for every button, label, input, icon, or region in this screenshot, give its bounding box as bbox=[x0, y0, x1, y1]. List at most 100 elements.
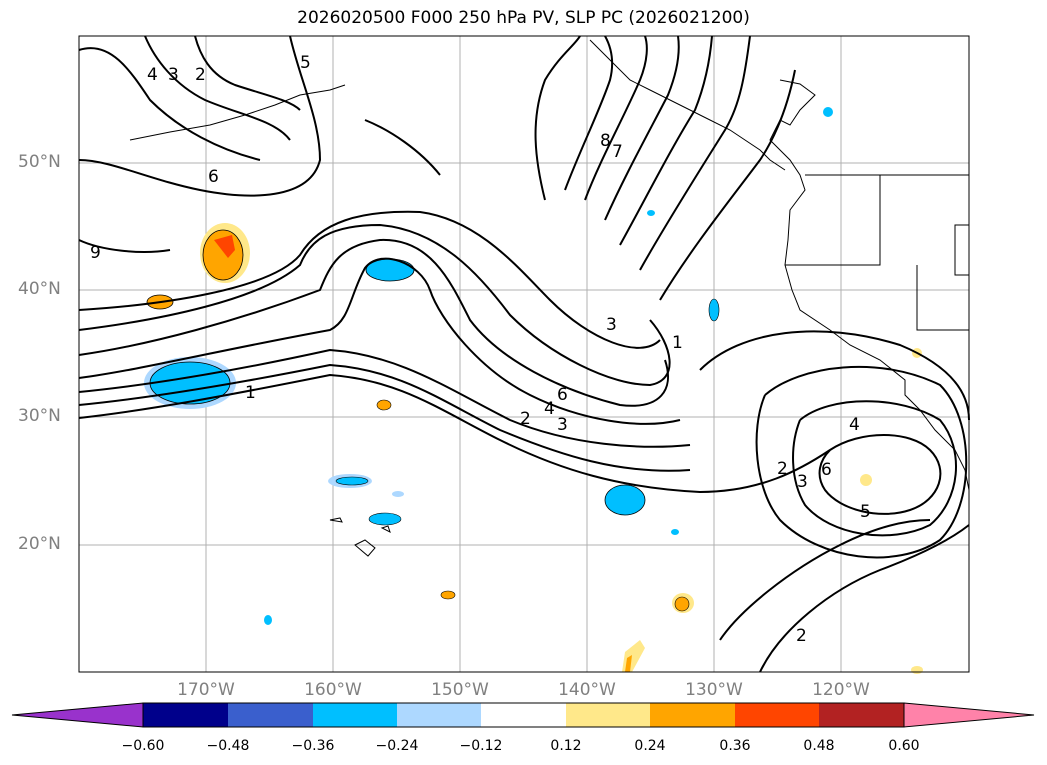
pv-pos-region-3 bbox=[376, 399, 392, 411]
contour-label: 3 bbox=[557, 415, 568, 435]
contour-label: 3 bbox=[606, 315, 617, 335]
contour-northwest-d bbox=[78, 35, 322, 197]
colorbar-segment bbox=[566, 703, 650, 727]
hawaii-small-island bbox=[380, 525, 391, 533]
contour-south-a bbox=[759, 524, 970, 673]
contour-northwest-a bbox=[78, 47, 261, 161]
lon-tick-label: 170°W bbox=[177, 680, 235, 700]
contour-south-b bbox=[719, 519, 931, 641]
contour-northwest-c bbox=[194, 35, 301, 111]
colorbar-tick-label: −0.48 bbox=[206, 738, 250, 754]
contour-4 bbox=[78, 348, 691, 448]
colorbar-segment bbox=[313, 703, 397, 727]
contour-label: 3 bbox=[797, 472, 808, 492]
pv-neg-region-11 bbox=[823, 107, 833, 117]
plot-frame bbox=[78, 35, 970, 673]
colorbar-segment bbox=[650, 703, 735, 727]
colorbar bbox=[11, 702, 1035, 728]
contour-label: 1 bbox=[245, 383, 256, 403]
colorbar-segment bbox=[143, 703, 228, 727]
pv-neg-region-1b bbox=[149, 361, 231, 405]
colorbar-tick-label: 0.60 bbox=[888, 738, 920, 754]
contour-label: 2 bbox=[777, 459, 788, 479]
contour-ridge-f bbox=[659, 69, 796, 301]
colorbar-segment bbox=[397, 703, 481, 727]
slp-contours bbox=[78, 35, 970, 673]
pv-neg-region-3b bbox=[335, 476, 369, 486]
contour-label: 1 bbox=[672, 333, 683, 353]
contour-northwest-b bbox=[144, 35, 291, 141]
colorbar-segment bbox=[481, 703, 566, 727]
colorbar-tick-label: −0.12 bbox=[459, 738, 503, 754]
colorbar-tick-label: −0.60 bbox=[121, 738, 165, 754]
contour-7 bbox=[78, 223, 671, 387]
pv-neg-region-8 bbox=[647, 210, 655, 216]
contour-6 bbox=[78, 238, 669, 407]
lat-tick-label: 30°N bbox=[18, 406, 61, 426]
pv-pos-core-1 bbox=[214, 235, 235, 258]
lat-tick-label: 50°N bbox=[18, 152, 61, 172]
state-border-2 bbox=[916, 265, 969, 331]
pv-pos-region-4 bbox=[440, 590, 456, 600]
pv-pos-region-7 bbox=[860, 474, 872, 486]
contour-ridge-e bbox=[639, 35, 751, 271]
contour-gulf bbox=[364, 119, 441, 176]
colorbar-frame bbox=[142, 702, 905, 728]
colorbar-extend-high bbox=[903, 702, 1035, 728]
pv-shading bbox=[144, 107, 923, 674]
pv-neg-region-7 bbox=[708, 298, 720, 322]
colorbar-segment bbox=[228, 703, 313, 727]
contour-label: 2 bbox=[520, 409, 531, 429]
contour-label: 2 bbox=[796, 626, 807, 646]
lon-tick-label: 150°W bbox=[431, 680, 489, 700]
pv-pos-region-6b bbox=[625, 655, 632, 672]
contour-label: 5 bbox=[300, 53, 311, 73]
contour-labels: 4 3 2 5 6 9 8 7 1 1 6 4 3 2 3 4 2 3 6 5 … bbox=[90, 53, 871, 646]
pv-neg-region-9 bbox=[671, 529, 679, 535]
hawaii-small-island-2 bbox=[329, 517, 343, 523]
contour-3 bbox=[78, 363, 691, 472]
pv-neg-region-10 bbox=[264, 615, 272, 625]
aleutians-outline bbox=[129, 84, 346, 141]
pv-pos-region-9 bbox=[911, 666, 923, 674]
pv-neg-region-5 bbox=[392, 491, 404, 497]
colorbar-tick-label: −0.36 bbox=[291, 738, 335, 754]
contour-8 bbox=[78, 210, 661, 349]
contour-label: 7 bbox=[612, 142, 623, 162]
lon-tick-label: 130°W bbox=[685, 680, 743, 700]
low-contour-1 bbox=[818, 434, 942, 515]
lon-tick-label: 140°W bbox=[558, 680, 616, 700]
colorbar-segment bbox=[735, 703, 819, 727]
alaska-coast-outline bbox=[589, 39, 786, 171]
low-contour-3 bbox=[755, 365, 968, 559]
lon-tick-label: 120°W bbox=[812, 680, 870, 700]
contour-label: 4 bbox=[849, 415, 860, 435]
low-contour-2 bbox=[792, 400, 957, 537]
contour-ridge-a bbox=[564, 35, 614, 191]
contour-ridge-c bbox=[604, 35, 680, 221]
lat-tick-label: 20°N bbox=[18, 534, 61, 554]
contour-label: 3 bbox=[168, 65, 179, 85]
contour-label: 2 bbox=[195, 65, 206, 85]
contour-ridge-g bbox=[534, 35, 581, 201]
contour-label: 9 bbox=[90, 243, 101, 263]
colorbar-tick-label: 0.48 bbox=[803, 738, 835, 754]
colorbar-tick-label: −0.24 bbox=[375, 738, 419, 754]
colorbar-tick-label: 0.24 bbox=[634, 738, 666, 754]
contour-label: 4 bbox=[147, 65, 158, 85]
contour-west-edge bbox=[78, 239, 171, 253]
pv-neg-region-6 bbox=[604, 484, 646, 516]
contour-label: 8 bbox=[600, 131, 611, 151]
pv-neg-region-4 bbox=[368, 512, 402, 526]
colorbar-segment bbox=[819, 703, 904, 727]
contour-label: 6 bbox=[557, 385, 568, 405]
contour-ridge-b bbox=[584, 35, 648, 201]
contour-5 bbox=[78, 257, 681, 425]
colorbar-extend-low bbox=[11, 702, 144, 728]
colorbar-tick-label: 0.36 bbox=[719, 738, 751, 754]
contour-label: 5 bbox=[860, 502, 871, 522]
hawaii-island-outline bbox=[354, 539, 376, 557]
lon-tick-label: 160°W bbox=[304, 680, 362, 700]
contour-label: 6 bbox=[821, 460, 832, 480]
